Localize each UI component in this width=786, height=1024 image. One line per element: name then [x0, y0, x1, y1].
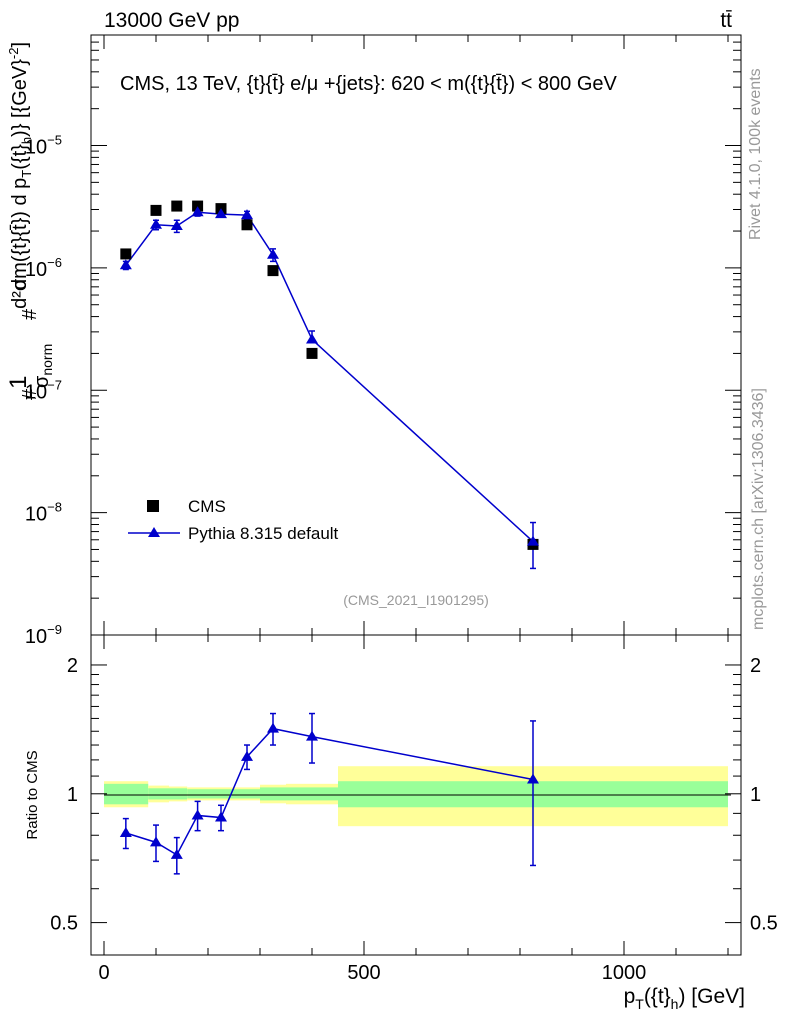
ratio-frame: [90, 634, 742, 956]
cms-data-point: [192, 200, 204, 212]
ylabel-sigma: σ: [31, 375, 53, 388]
cms-data-point: [241, 219, 253, 231]
mc-point: [191, 206, 204, 217]
ylabel-d2sigma: d²σ: [9, 278, 31, 309]
ylabel-dm: dm({t}{t̄}) d p: [9, 178, 31, 290]
ratio-tick-labels: 0.5 0.5 1 1 2 2: [50, 655, 778, 935]
legend-mc-marker: [148, 527, 160, 537]
x-tick-label: 1000: [602, 962, 647, 984]
ratio-y-tick-label-right: 0.5: [750, 913, 778, 935]
ylabel-one: 1: [5, 376, 32, 389]
ylabel-T: T: [19, 170, 34, 178]
ratio-point: [119, 826, 132, 837]
mcplots-label: mcplots.cern.ch [arXiv:1306.3436]: [750, 388, 767, 630]
xlabel-end: ) [GeV]: [678, 985, 745, 1008]
mc-point: [215, 208, 227, 219]
mc-point: [306, 333, 318, 344]
ylabel-ptmid: ({t}: [9, 144, 31, 170]
y-axis-label: #1σnorm#d²σdm({t}{t̄}) d pT({t}h)} [{GeV…: [5, 42, 55, 400]
ylabel-exp: -2: [6, 48, 21, 60]
ylabel-close: )} [{GeV}: [9, 59, 31, 137]
y-tick-label: 10−6: [25, 255, 62, 281]
y-tick-labels: 10−9 10−8 10−7 10−6 10−5: [25, 133, 62, 648]
ratio-band-inner: [187, 789, 208, 799]
legend-cms-label: CMS: [188, 497, 226, 516]
ylabel-norm: norm: [39, 344, 55, 376]
ratio-y-tick-label-right: 1: [750, 784, 761, 806]
ratio-y-label: Ratio to CMS: [24, 750, 41, 839]
x-tick-labels: 0 500 1000: [98, 962, 646, 984]
y-tick-label: 10−5: [25, 133, 62, 159]
ratio-panel: 0.5 0.5 1 1 2 2: [50, 634, 778, 956]
mc-point: [150, 218, 162, 229]
ratio-point: [170, 848, 183, 859]
y-tick-label: 10−9: [25, 622, 62, 648]
ratio-band-inner: [148, 788, 169, 800]
ratio-y-tick-label-left: 0.5: [50, 913, 78, 935]
ratio-data: [119, 712, 539, 875]
x-tick-label: 0: [98, 962, 109, 984]
ylabel-hash2: #: [19, 308, 41, 320]
mc-line: [125, 211, 534, 543]
main-frame: [90, 34, 742, 636]
ratio-band-inner: [208, 789, 234, 799]
ylabel-end: ]: [9, 42, 31, 48]
ylabel-h: h: [19, 137, 34, 144]
ylabel-hash1: #: [19, 388, 41, 400]
ratio-ticks: [91, 635, 741, 955]
y-tick-label: 10−7: [25, 377, 62, 403]
xlabel-T: T: [635, 996, 644, 1012]
ratio-point: [191, 809, 204, 820]
ratio-y-tick-label-right: 2: [750, 655, 761, 677]
mc-point: [170, 219, 183, 230]
cms-data-point: [120, 248, 132, 260]
ratio-point: [150, 836, 162, 847]
ratio-y-tick-label-left: 1: [67, 784, 78, 806]
xlabel-mid: ({t}: [644, 985, 671, 1008]
ratio-point: [215, 811, 227, 822]
main-panel: 10−9 10−8 10−7 10−6 10−5: [25, 34, 742, 648]
y-tick-label: 10−8: [25, 500, 62, 526]
mc-point: [267, 248, 279, 259]
ratio-band-inner: [286, 787, 338, 801]
mc-point: [119, 259, 132, 270]
ratio-point: [527, 773, 539, 784]
process-label: tt̄: [720, 9, 732, 32]
main-ticks: [91, 34, 741, 636]
ratio-point: [241, 750, 253, 761]
ratio-band-inner: [260, 787, 286, 801]
chart-title: CMS, 13 TeV, {t}{t̄} e/μ +{jets}: 620 < …: [120, 73, 618, 95]
ratio-point: [267, 722, 279, 733]
xlabel-p: p: [624, 985, 636, 1008]
x-tick-label: 500: [347, 962, 380, 984]
cms-data-point: [306, 347, 318, 359]
ratio-band-inner: [169, 788, 188, 800]
xlabel-h: h: [671, 996, 679, 1012]
main-data: [119, 200, 539, 570]
ratio-band-inner: [104, 783, 149, 805]
cms-data-point: [267, 265, 279, 277]
svg-text:#1σnorm#d²σdm({t}{t̄}) d pT({t: #1σnorm#d²σdm({t}{t̄}) d pT({t}h)} [{GeV…: [5, 42, 55, 400]
x-axis-label: pT({t}h) [GeV]: [624, 985, 745, 1012]
legend-mc-label: Pythia 8.315 default: [188, 524, 339, 543]
cms-data-point: [171, 200, 183, 212]
rivet-label: Rivet 4.1.0, 100k events: [747, 68, 764, 240]
mc-point: [527, 535, 539, 546]
mc-point: [241, 209, 253, 220]
ratio-point: [306, 730, 318, 741]
legend-cms-marker: [147, 500, 159, 512]
legend: CMS Pythia 8.315 default: [128, 497, 339, 543]
beam-label: 13000 GeV pp: [104, 9, 239, 32]
cms-data-point: [150, 204, 162, 216]
ratio-y-tick-label-left: 2: [67, 655, 78, 677]
analysis-tag: (CMS_2021_I1901295): [343, 592, 489, 608]
ratio-band-inner: [234, 789, 260, 799]
